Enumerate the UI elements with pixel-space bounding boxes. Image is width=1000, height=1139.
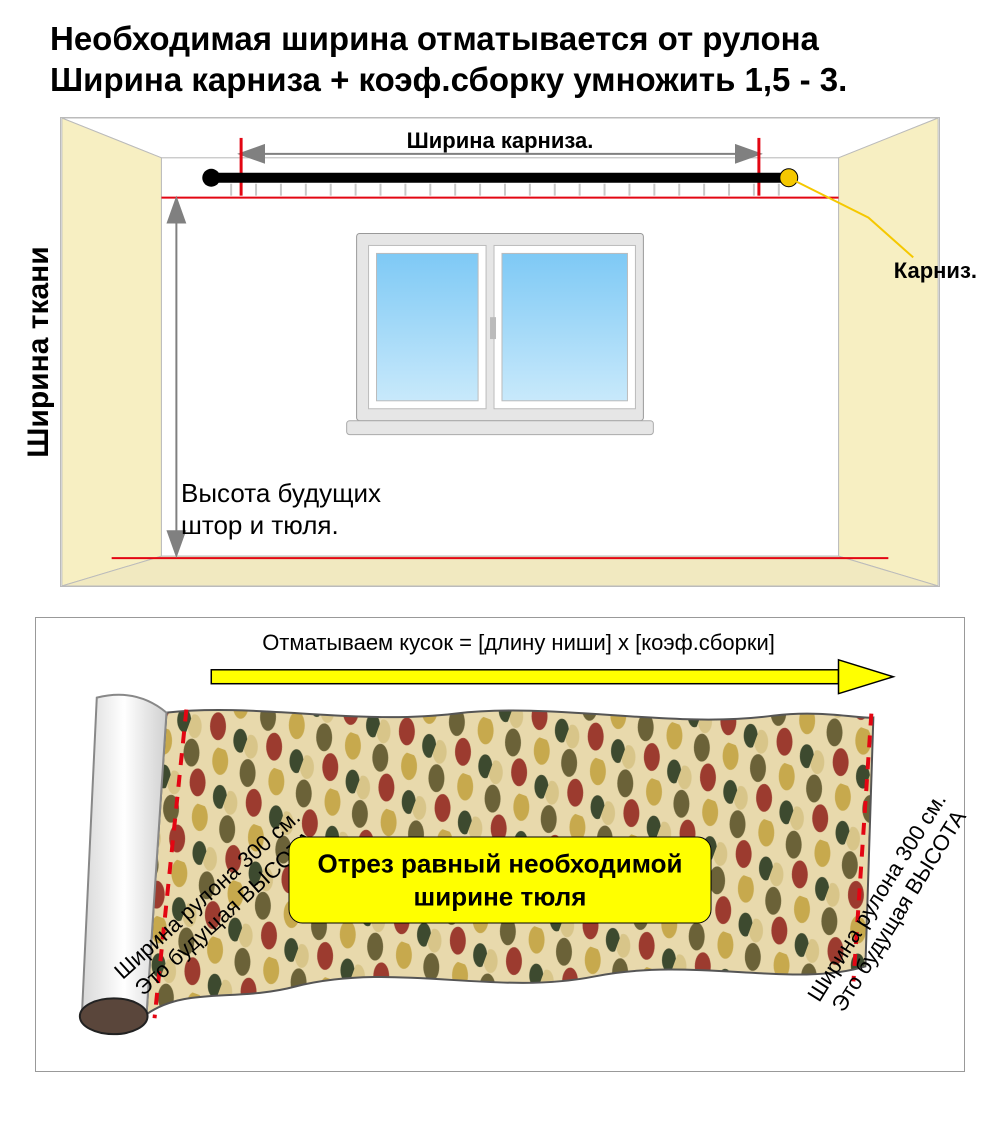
curtain-height-label: Высота будущих штор и тюля. bbox=[181, 477, 381, 542]
left-wall bbox=[62, 118, 162, 586]
page: Необходимая ширина отматывается от рулон… bbox=[0, 0, 1000, 1072]
finial-left bbox=[202, 168, 220, 186]
cornice-width-label: Ширина карниза. bbox=[407, 128, 594, 154]
room-diagram: Ширина ткани Ширина карниза. Карниз. Выс… bbox=[60, 117, 940, 587]
yellow-line1: Отрез равный необходимой bbox=[318, 849, 683, 879]
window-sill bbox=[347, 420, 654, 434]
right-wall bbox=[839, 118, 939, 586]
headline-line-2: Ширина карниза + коэф.сборку умножить 1,… bbox=[50, 59, 960, 100]
unroll-formula: Отматываем кусок = [длину ниши] х [коэф.… bbox=[262, 630, 775, 656]
headline: Необходимая ширина отматывается от рулон… bbox=[0, 0, 1000, 111]
cornice-callout: Карниз. bbox=[894, 258, 977, 284]
fabric-width-label: Ширина ткани bbox=[22, 246, 56, 457]
curtain-height-line-2: штор и тюля. bbox=[181, 510, 339, 540]
window bbox=[347, 233, 654, 434]
headline-line-1: Необходимая ширина отматывается от рулон… bbox=[50, 18, 960, 59]
unroll-arrow-icon bbox=[211, 659, 893, 693]
curtain-height-line-1: Высота будущих bbox=[181, 478, 381, 508]
fabric-diagram: Отматываем кусок = [длину ниши] х [коэф.… bbox=[35, 617, 965, 1072]
yellow-line2: ширине тюля bbox=[414, 881, 587, 911]
floor bbox=[62, 556, 938, 586]
yellow-callout: Отрез равный необходимой ширине тюля bbox=[289, 837, 712, 924]
